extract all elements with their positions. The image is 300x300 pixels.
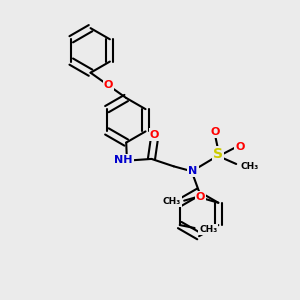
Text: O: O [211, 127, 220, 137]
Text: O: O [150, 130, 159, 140]
Text: NH: NH [114, 155, 133, 165]
Text: O: O [236, 142, 245, 152]
Text: CH₃: CH₃ [199, 225, 217, 234]
Text: CH₃: CH₃ [163, 197, 181, 206]
Text: O: O [196, 192, 205, 202]
Text: CH₃: CH₃ [240, 162, 258, 171]
Text: S: S [213, 148, 224, 161]
Text: O: O [104, 80, 113, 90]
Text: N: N [188, 166, 198, 176]
